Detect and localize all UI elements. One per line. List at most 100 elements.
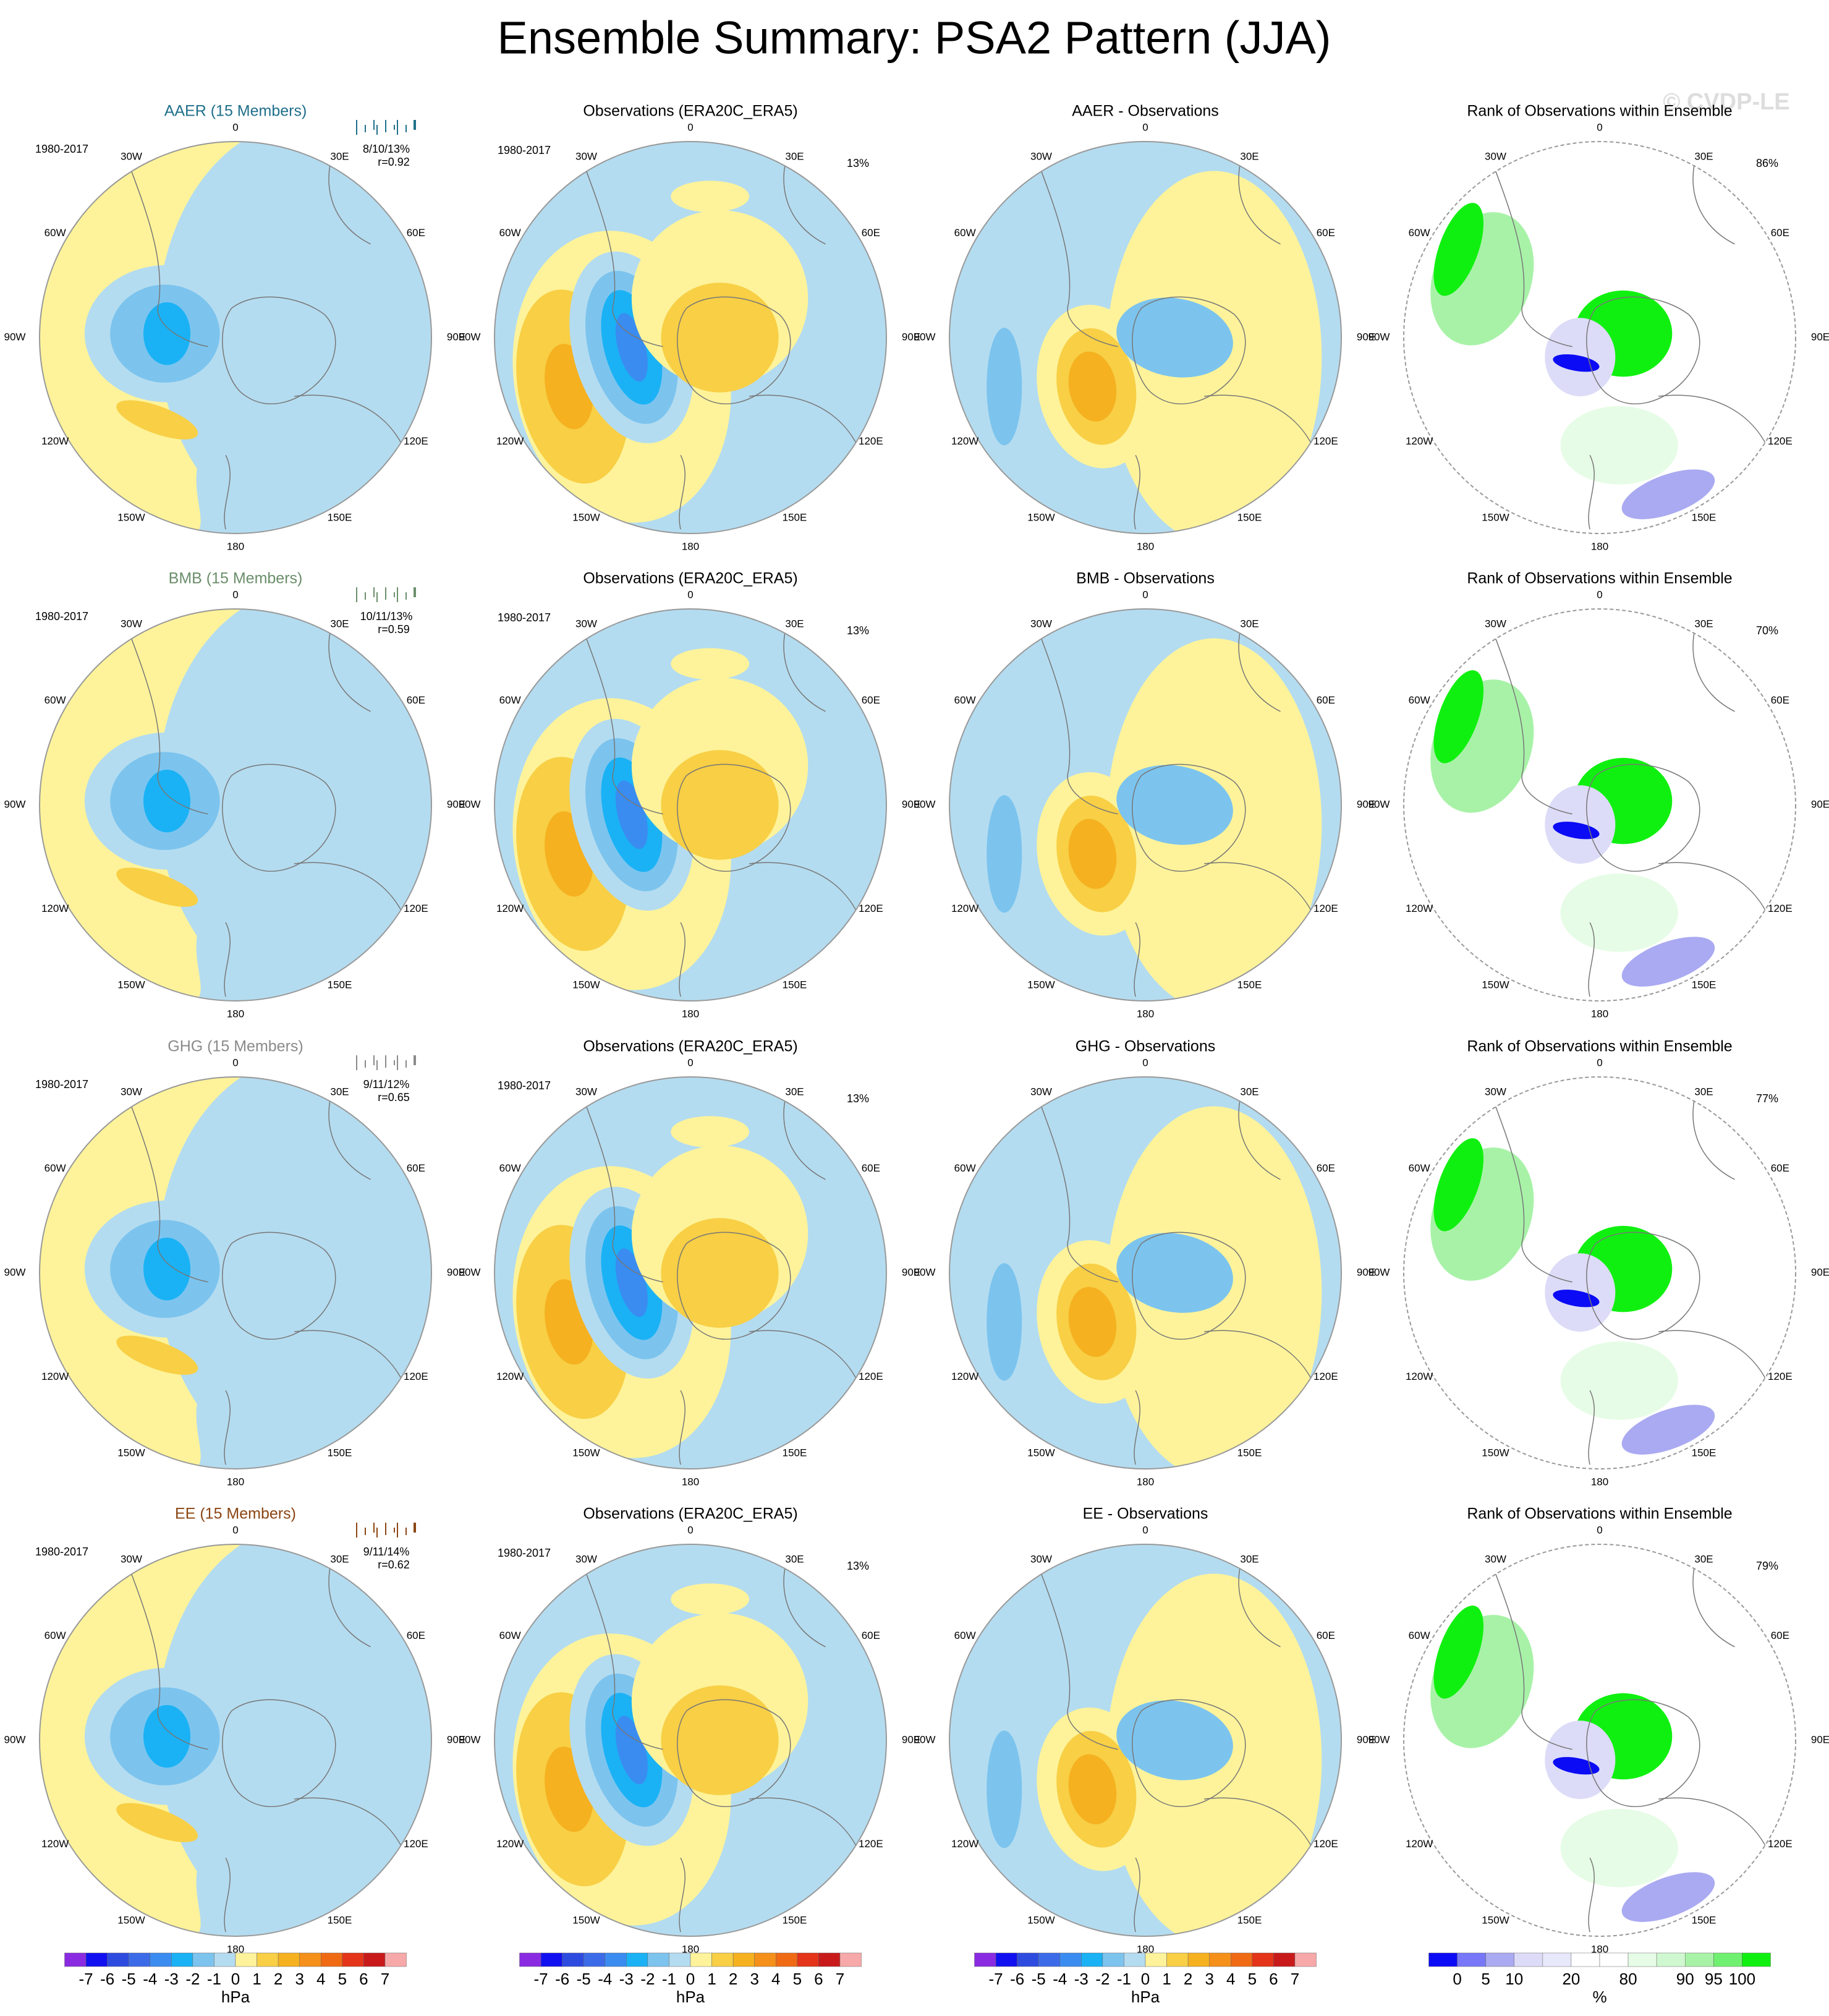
coastline <box>1037 161 1118 347</box>
colorbar-tick-label: -2 <box>1095 1970 1110 1988</box>
longitude-label: 90W <box>1369 1733 1390 1745</box>
colorbar-box <box>995 1952 1017 1967</box>
colorbar-tick-label: 1 <box>707 1970 716 1988</box>
longitude-label: 60W <box>954 227 976 239</box>
field-blob <box>116 1803 198 1842</box>
coastline <box>222 1231 336 1340</box>
longitude-label: 0 <box>1597 589 1602 600</box>
colorbar-box <box>540 1952 562 1967</box>
correlation-label: r=0.62 <box>378 1559 410 1571</box>
period-label: 1980-2017 <box>498 1079 551 1092</box>
map-field <box>494 142 886 534</box>
colorbar-box <box>235 1952 257 1967</box>
colorbar-tick-label: -6 <box>555 1970 569 1988</box>
map-field <box>949 142 1341 534</box>
colorbar-box <box>1017 1952 1039 1967</box>
longitude-label: 120E <box>404 903 428 914</box>
period-label: 1980-2017 <box>35 610 88 623</box>
colorbar-box <box>1059 1952 1082 1967</box>
longitude-label: 150W <box>1482 1914 1509 1926</box>
map-panel: 0 30E 60E 90E 120E 150E 180 150W 120W 90W 60W 30W EE… <box>914 1505 1376 1955</box>
colorbar-tick-label: 6 <box>814 1970 823 1988</box>
longitude-label: 150E <box>1237 1447 1262 1458</box>
map-border <box>1403 141 1796 534</box>
longitude-label: 30W <box>575 1554 597 1565</box>
field-region <box>949 609 1126 1001</box>
longitude-label: 120W <box>41 1371 69 1382</box>
coastline <box>1132 296 1246 404</box>
longitude-label: 150E <box>328 511 352 523</box>
longitude-label: 30E <box>330 1086 349 1098</box>
colorbar-tick-label: -7 <box>989 1970 1003 1988</box>
coastline <box>1586 1699 1700 1807</box>
longitude-label: 180 <box>1137 540 1154 552</box>
field-blob <box>671 181 750 213</box>
longitude-label: 30E <box>785 1086 804 1098</box>
map-field <box>1404 142 1796 534</box>
colorbar-box <box>690 1952 712 1967</box>
longitude-label: 30E <box>330 618 349 630</box>
longitude-label: 60W <box>1409 694 1430 706</box>
coastline <box>677 296 791 404</box>
field-blob <box>1433 670 1484 763</box>
field-blob <box>116 1335 198 1375</box>
panel-title: Rank of Observations within Ensemble <box>1467 103 1732 120</box>
colorbar-tick-label: -7 <box>79 1970 93 1988</box>
colorbar-box <box>321 1952 343 1967</box>
colorbar-tick-label: 2 <box>729 1970 737 1988</box>
colorbar-tick-label: 80 <box>1619 1970 1637 1988</box>
coastline <box>127 1096 208 1283</box>
coastline <box>1586 1231 1700 1340</box>
colorbar-box <box>278 1952 300 1967</box>
colorbar-tick-label: -2 <box>640 1970 655 1988</box>
map-panel: 0 30E 60E 90E 120E 150E 180 150W 120W 90W 60W 30W AA… <box>914 103 1376 553</box>
correlation-label: r=0.59 <box>378 623 410 636</box>
colorbar-tick-label: -4 <box>1053 1970 1067 1988</box>
map-panel: 0 30E 60E 90E 120E 150E 180 150W 120W 90W 60W 30W Ra… <box>1369 1505 1829 1955</box>
field-blob <box>1553 1757 1600 1775</box>
longitude-label: 0 <box>687 1057 693 1068</box>
map-border <box>494 1544 887 1937</box>
field-blob <box>1560 873 1678 952</box>
longitude-label: 0 <box>687 589 693 600</box>
colorbar-tick-label: 1 <box>252 1970 261 1988</box>
colorbar-tick-label: 7 <box>381 1970 389 1988</box>
colorbar-box <box>1599 1952 1629 1967</box>
longitude-label: 90E <box>1811 798 1829 810</box>
longitude-label: 60E <box>407 694 425 706</box>
longitude-label: 30E <box>785 618 804 630</box>
longitude-label: 0 <box>1142 1524 1148 1536</box>
field-blob <box>987 1730 1022 1848</box>
map-border <box>1403 1076 1796 1469</box>
longitude-label: 60W <box>499 1162 521 1174</box>
colorbar-tick-label: 95 <box>1705 1970 1723 1988</box>
colorbar-box <box>1124 1952 1146 1967</box>
rank-label: 79% <box>1756 1560 1778 1572</box>
coastline <box>1132 763 1246 872</box>
field-blob <box>1116 1700 1233 1780</box>
longitude-label: 30E <box>1240 1554 1258 1565</box>
variance-label: 13% <box>847 624 869 637</box>
field-blob <box>143 1237 191 1301</box>
longitude-label: 120W <box>496 435 524 447</box>
longitude-label: 90E <box>1357 331 1375 342</box>
colorbar-tick-label: 2 <box>274 1970 282 1988</box>
field-blob <box>116 867 198 907</box>
map-panel: 0 30E 60E 90E 120E 150E 180 150W 120W 90W 60W 30W GH… <box>4 1038 466 1488</box>
longitude-label: 150E <box>1692 511 1717 523</box>
longitude-label: 120E <box>1313 435 1338 447</box>
rank-label: 77% <box>1756 1092 1778 1105</box>
field-blob <box>1116 765 1233 845</box>
map-field <box>40 142 431 534</box>
colorbar-box <box>669 1952 691 1967</box>
colorbar-box <box>605 1952 627 1967</box>
colorbar-tick-label: 5 <box>338 1970 347 1988</box>
longitude-label: 120E <box>859 1371 883 1382</box>
longitude-label: 120W <box>951 1838 978 1850</box>
longitude-label: 150W <box>1482 979 1509 990</box>
colorbar-tick-label: 7 <box>1291 1970 1299 1988</box>
longitude-label: 0 <box>687 121 693 133</box>
longitude-label: 60W <box>954 1630 976 1641</box>
map-panel: 0 30E 60E 90E 120E 150E 180 150W 120W 90W 60W 30W Ra… <box>1369 570 1829 1020</box>
map-border <box>39 1544 432 1937</box>
